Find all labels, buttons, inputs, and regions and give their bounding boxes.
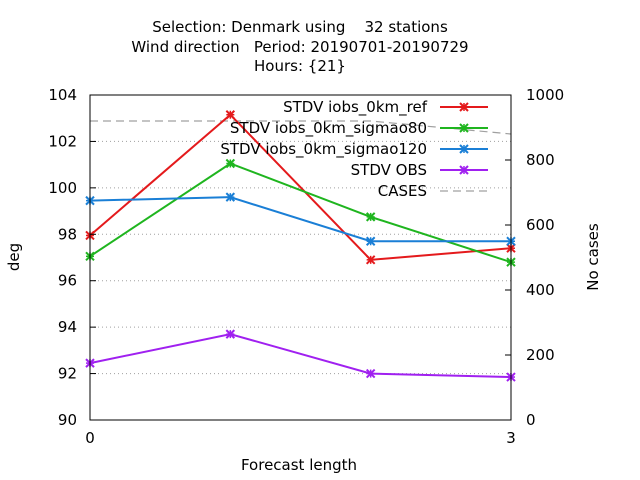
legend-label: CASES [378,182,427,200]
data-point [459,144,469,154]
grid-lines [90,140,511,375]
data-point [365,212,376,222]
data-point [225,158,236,169]
data-point [459,165,469,175]
plot-frame [89,94,512,421]
y-tick-label: 104 [48,86,77,104]
legend-label: STDV iobs_0km_sigmao120 [220,140,427,159]
legend-label: STDV iobs_0km_sigmao80 [230,119,427,138]
data-point [365,368,376,379]
x-tick-label: 3 [506,429,516,447]
title-line-1: Selection: Denmark using 32 stations [152,18,448,36]
y2-tick-label: 800 [526,151,555,169]
y-tick-label: 98 [58,225,77,243]
y2-tick-label: 1000 [526,86,564,104]
y-tick-label: 96 [58,272,77,290]
legend: STDV iobs_0km_ref STDV iobs_0km_sigmao80 S… [220,98,488,200]
x-tick-label: 0 [85,429,95,447]
series-line-1 [89,162,512,264]
y-tick-label: 90 [58,411,77,429]
y2-tick-label: 200 [526,346,555,364]
x-axis-label: Forecast length [241,456,357,474]
y-axis-label: deg [5,243,23,271]
y2-tick-label: 400 [526,281,555,299]
data-point [459,102,469,112]
title-line-2: Wind direction Period: 20190701-20190729 [131,38,469,56]
legend-label: STDV iobs_0km_ref [283,98,428,117]
series-line-2 [89,196,511,243]
data-point [225,192,236,202]
y2-tick-label: 0 [526,411,536,429]
data-point [459,123,469,133]
series-line-0 [89,113,512,261]
y-tick-label: 100 [48,179,77,197]
data-point [225,110,236,120]
y2-axis-label: No cases [584,223,602,291]
legend-label: STDV OBS [351,161,427,179]
data-point [225,329,236,339]
data-point [365,236,376,246]
y-tick-label: 102 [48,132,77,150]
series-line-3 [89,333,512,379]
title-line-3: Hours: {21} [254,57,346,75]
y-tick-label: 92 [58,365,77,383]
data-point [365,255,376,265]
y2-tick-label: 600 [526,216,555,234]
y-tick-label: 94 [58,318,77,336]
